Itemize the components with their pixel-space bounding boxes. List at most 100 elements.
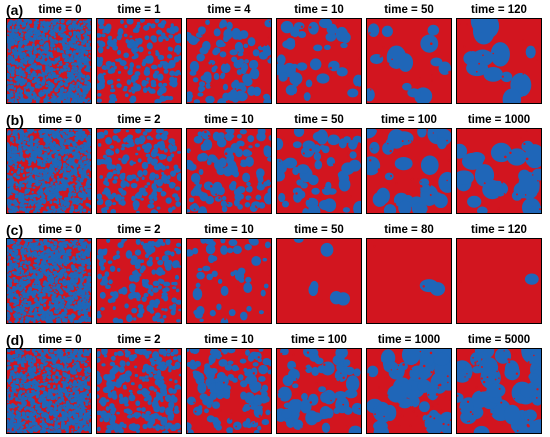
- blue-domain: [383, 204, 397, 213]
- blue-domain: [10, 66, 15, 71]
- blue-domain: [38, 272, 42, 275]
- blue-domain: [62, 134, 67, 139]
- blue-domain: [200, 74, 209, 82]
- blue-domain: [153, 210, 158, 213]
- red-speck: [535, 59, 538, 61]
- blue-domain: [40, 269, 43, 272]
- red-speck: [218, 196, 221, 200]
- blue-domain: [86, 141, 90, 144]
- blue-domain: [85, 314, 89, 319]
- blue-domain: [66, 71, 70, 74]
- blue-domain: [76, 147, 79, 150]
- blue-domain: [107, 260, 113, 264]
- blue-domain: [47, 73, 51, 77]
- simulation-panel: [96, 238, 182, 324]
- simulation-panel: [96, 18, 182, 104]
- blue-domain: [27, 248, 31, 252]
- blue-domain: [52, 178, 56, 183]
- simulation-panel: [6, 348, 92, 434]
- blue-domain: [187, 163, 197, 171]
- blue-domain: [41, 50, 45, 54]
- blue-domain: [86, 184, 91, 189]
- blue-domain: [155, 300, 160, 305]
- blue-domain: [65, 21, 70, 25]
- blue-domain: [48, 288, 53, 292]
- blue-domain: [51, 173, 55, 176]
- blue-domain: [27, 173, 31, 176]
- blue-domain: [71, 22, 76, 27]
- red-speck: [347, 151, 351, 154]
- blue-domain: [63, 272, 68, 278]
- blue-domain: [86, 176, 90, 180]
- blue-domain: [97, 98, 102, 103]
- red-speck: [523, 142, 526, 146]
- blue-domain: [46, 173, 50, 178]
- blue-domain: [48, 301, 51, 304]
- blue-domain: [71, 176, 74, 179]
- blue-domain: [10, 309, 13, 313]
- blue-domain: [305, 79, 313, 88]
- blue-domain: [149, 291, 154, 297]
- blue-domain: [76, 81, 81, 86]
- blue-domain: [162, 134, 168, 140]
- blue-domain: [87, 272, 91, 275]
- blue-domain: [57, 178, 61, 181]
- blue-domain: [29, 135, 34, 140]
- blue-domain: [220, 19, 228, 28]
- blue-domain: [78, 77, 82, 81]
- blue-domain: [35, 300, 38, 303]
- blue-domain: [17, 239, 22, 242]
- blue-domain: [11, 53, 14, 56]
- blue-domain: [150, 83, 157, 88]
- blue-domain: [17, 141, 22, 145]
- blue-domain: [224, 147, 233, 158]
- row-label: (a): [6, 2, 24, 18]
- blue-domain: [17, 79, 21, 82]
- phase-field-image: [367, 239, 451, 323]
- red-speck: [474, 179, 477, 182]
- blue-domain: [36, 291, 40, 295]
- blue-domain: [86, 253, 90, 258]
- blue-domain: [103, 129, 109, 136]
- blue-domain: [85, 89, 89, 92]
- blue-domain: [169, 70, 176, 76]
- blue-domain: [500, 71, 513, 83]
- blue-domain: [57, 33, 61, 36]
- blue-domain: [248, 59, 259, 70]
- blue-domain: [20, 380, 24, 383]
- blue-domain: [86, 243, 89, 246]
- blue-domain: [61, 239, 64, 242]
- blue-domain: [67, 153, 70, 155]
- blue-domain: [398, 53, 414, 72]
- blue-domain: [60, 19, 65, 24]
- blue-domain: [98, 253, 104, 262]
- blue-domain: [39, 144, 44, 149]
- blue-domain: [163, 148, 168, 153]
- blue-domain: [50, 285, 53, 288]
- blue-domain: [101, 191, 106, 195]
- red-speck: [260, 19, 263, 21]
- blue-domain: [71, 203, 74, 205]
- blue-domain: [88, 46, 91, 50]
- blue-domain: [21, 21, 26, 25]
- blue-domain: [14, 202, 19, 207]
- blue-domain: [266, 99, 271, 103]
- blue-domain: [107, 35, 113, 40]
- blue-domain: [7, 143, 10, 146]
- blue-domain: [21, 157, 25, 162]
- blue-domain: [16, 283, 20, 288]
- blue-domain: [20, 59, 24, 63]
- blue-domain: [54, 305, 60, 310]
- blue-domain: [14, 100, 18, 103]
- blue-domain: [40, 243, 45, 247]
- blue-domain: [66, 94, 71, 98]
- blue-domain: [52, 135, 57, 139]
- blue-domain: [37, 379, 41, 382]
- blue-domain: [88, 294, 91, 297]
- blue-domain: [277, 170, 286, 182]
- blue-domain: [139, 267, 144, 274]
- blue-domain: [156, 178, 164, 187]
- blue-domain: [53, 286, 57, 289]
- blue-domain: [136, 21, 141, 25]
- blue-domain: [172, 286, 177, 290]
